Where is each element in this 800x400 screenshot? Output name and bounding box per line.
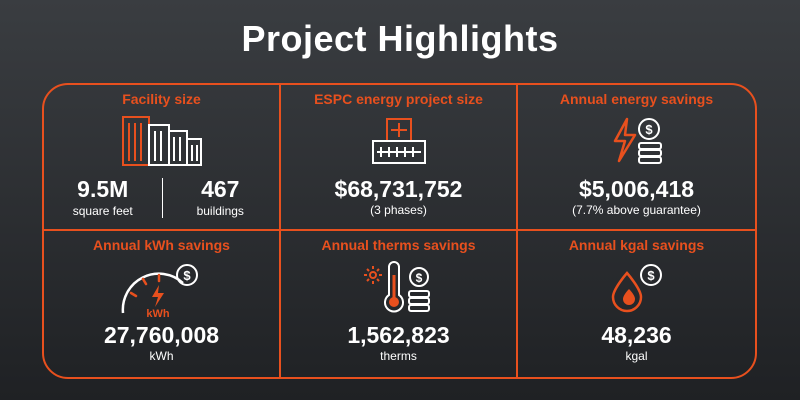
annual-therms-savings-sub: therms <box>380 349 417 363</box>
annual-energy-savings-value: $5,006,418 <box>578 176 695 202</box>
annual-energy-savings-sub: (7.7% above guarantee) <box>572 203 701 217</box>
annual-therms-savings-value: 1,562,823 <box>347 322 450 348</box>
espc-project-card: ESPC energy project size $ <box>281 85 518 231</box>
square-feet-unit: square feet <box>72 204 133 218</box>
lightning-coins-icon: $ <box>605 115 669 172</box>
annual-kwh-savings-card: Annual kWh savings $ kWh 27,760,008 kWh <box>44 231 281 377</box>
facility-size-label: Facility size <box>122 91 201 107</box>
page-title: Project Highlights <box>241 18 559 59</box>
annual-energy-savings-label: Annual energy savings <box>559 91 714 107</box>
espc-project-label: ESPC energy project size <box>314 91 483 107</box>
highlights-grid: Facility size <box>42 83 757 379</box>
office-building-icon <box>367 115 431 172</box>
annual-therms-savings-card: Annual therms savings <box>281 231 518 377</box>
annual-therms-savings-label: Annual therms savings <box>321 237 476 253</box>
square-feet-value: 9.5M <box>77 176 129 202</box>
annual-kwh-savings-value: 27,760,008 <box>103 322 220 348</box>
annual-kgal-savings-label: Annual kgal savings <box>568 237 705 253</box>
annual-energy-savings-card: Annual energy savings $ $5,006,418 (7.7%… <box>518 85 755 231</box>
water-drops-icon: $ <box>605 261 669 318</box>
svg-text:$: $ <box>183 268 191 283</box>
buildings-icon <box>117 115 207 172</box>
svg-text:$: $ <box>647 268 655 283</box>
thermometer-coins-icon: $ <box>363 261 435 318</box>
kwh-icon-text: kWh <box>146 308 170 317</box>
annual-kwh-savings-label: Annual kWh savings <box>93 237 230 253</box>
espc-project-sub: (3 phases) <box>370 203 427 217</box>
svg-text:$: $ <box>645 122 653 137</box>
annual-kgal-savings-card: Annual kgal savings $ 48,236 kgal <box>518 231 755 377</box>
annual-kwh-savings-sub: kWh <box>149 349 174 363</box>
annual-kgal-savings-value: 48,236 <box>601 322 672 348</box>
facility-size-values: 9.5M square feet 467 buildings <box>44 176 279 220</box>
value-divider <box>161 178 163 218</box>
buildings-unit: buildings <box>196 204 244 218</box>
espc-project-value: $68,731,752 <box>334 176 463 202</box>
svg-text:$: $ <box>415 271 422 285</box>
facility-size-card: Facility size <box>44 85 281 231</box>
annual-kgal-savings-sub: kgal <box>625 349 648 363</box>
meter-gauge-icon: $ kWh <box>117 261 207 322</box>
buildings-value: 467 <box>201 176 240 202</box>
